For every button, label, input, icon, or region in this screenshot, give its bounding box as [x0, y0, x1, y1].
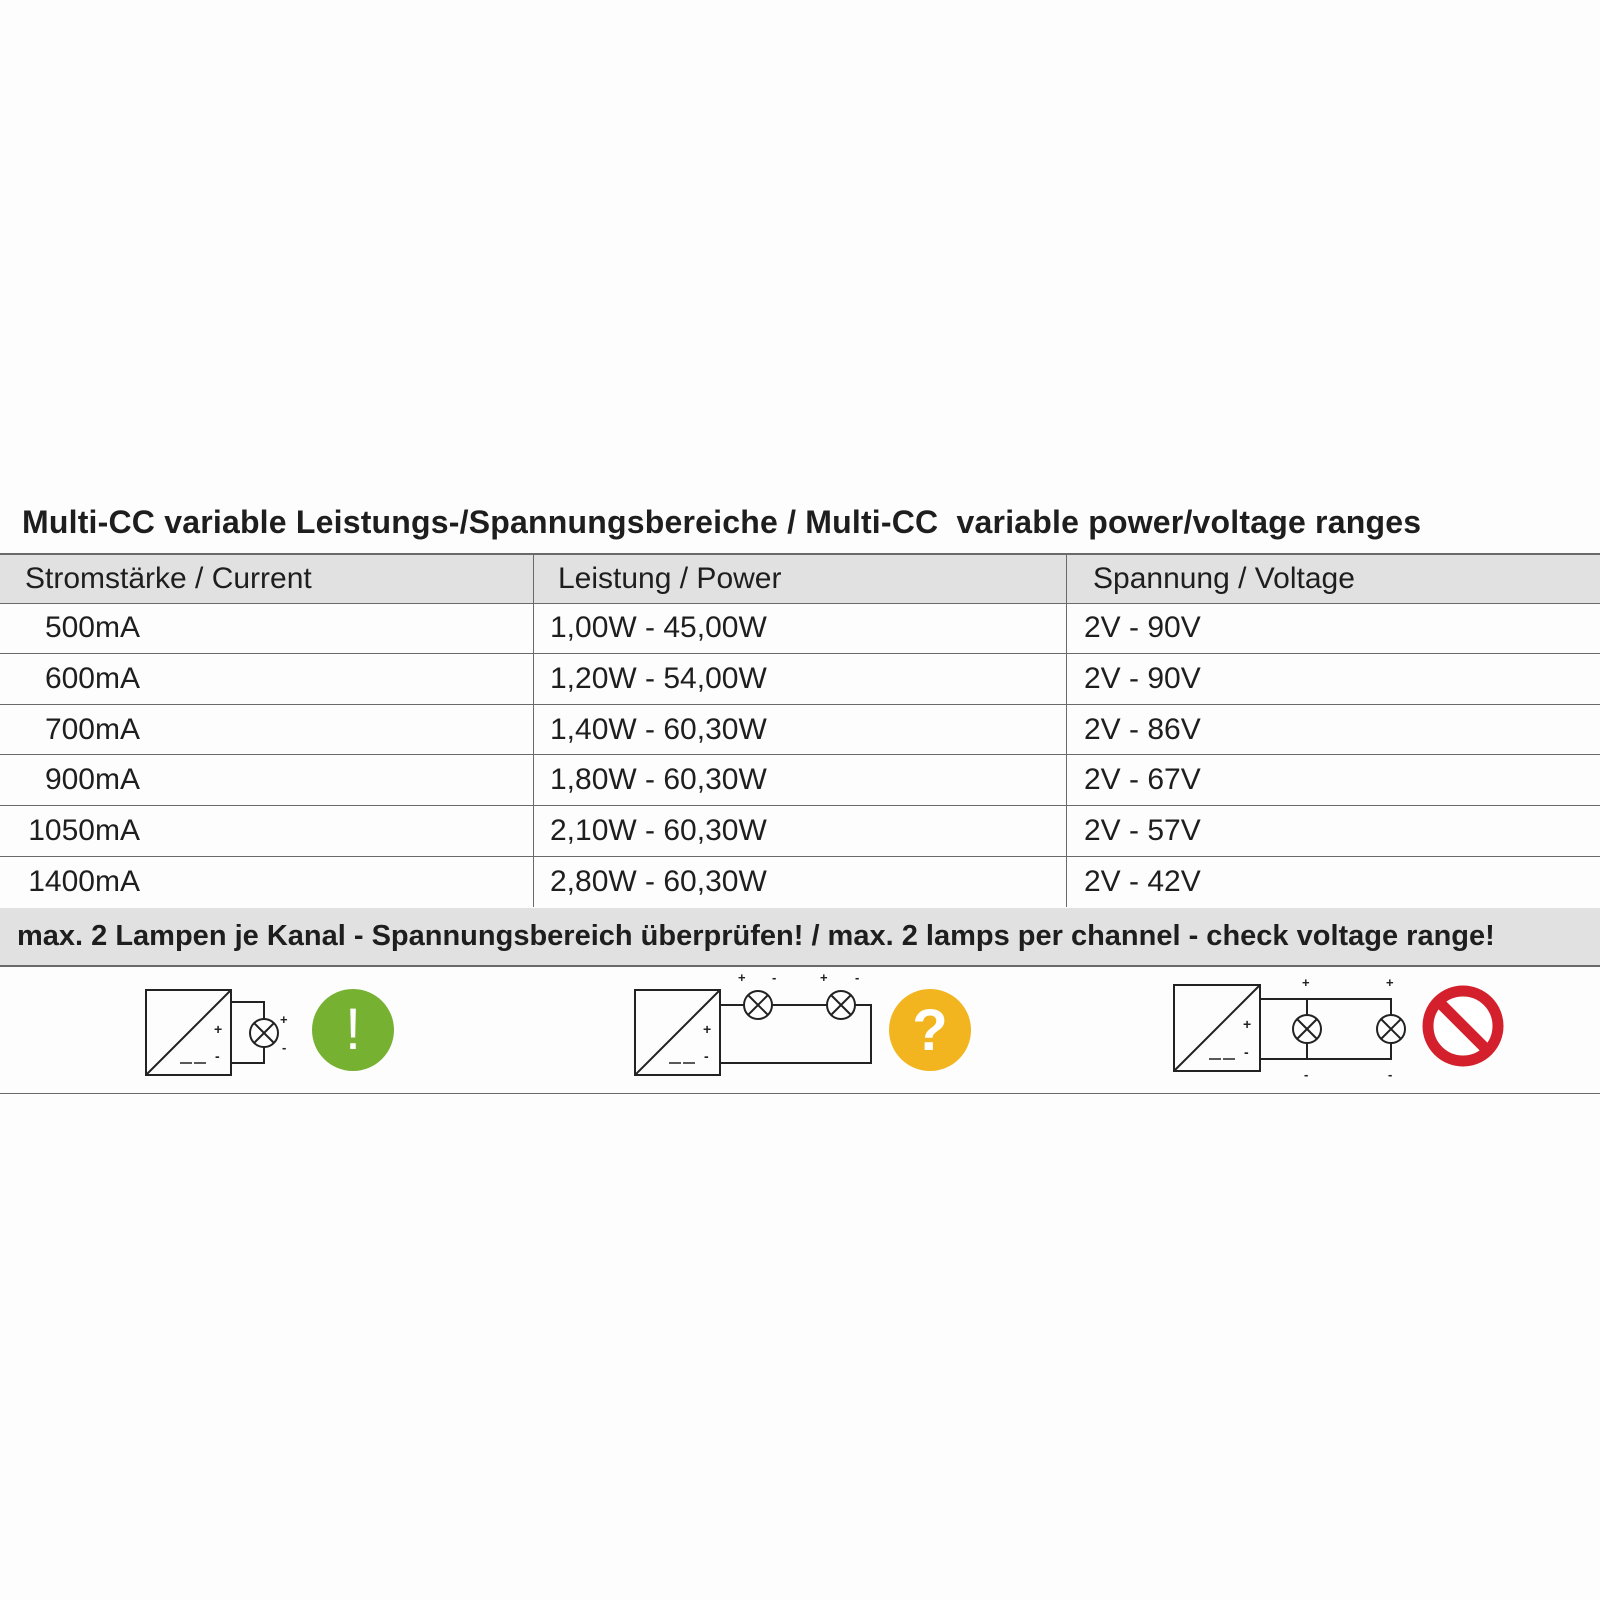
parallel-lamps-diagram: + - + + - - — [1173, 975, 1504, 1082]
question-icon: ? — [889, 989, 971, 1071]
svg-text:-: - — [704, 1048, 709, 1064]
cell-current: 1400mA — [28, 864, 140, 898]
warning-note: max. 2 Lampen je Kanal - Spannungsbereic… — [0, 908, 1600, 967]
header-voltage: Spannung / Voltage — [1066, 555, 1600, 603]
cell-current: 600mA — [44, 661, 140, 695]
single-lamp-diagram: + - + - ! — [145, 989, 394, 1076]
table-row: 1400mA 2,80W - 60,30W 2V - 42V — [0, 856, 1600, 908]
svg-text:!: ! — [345, 997, 361, 1062]
cell-power: 1,00W - 45,00W — [533, 603, 1066, 654]
table-header: Stromstärke / Current Leistung / Power S… — [0, 553, 1600, 604]
svg-text:-: - — [855, 970, 859, 985]
svg-text:-: - — [215, 1048, 220, 1064]
cell-power: 1,20W - 54,00W — [533, 654, 1066, 704]
driver-icon: + - — [145, 989, 232, 1076]
cell-current: 700mA — [44, 712, 140, 746]
lamp-icon — [1376, 1014, 1406, 1044]
cell-power: 2,80W - 60,30W — [533, 856, 1066, 908]
cell-current: 900mA — [44, 763, 140, 797]
svg-text:-: - — [1388, 1067, 1392, 1082]
svg-text:-: - — [772, 970, 776, 985]
page-title: Multi-CC variable Leistungs-/Spannungsbe… — [22, 504, 1422, 540]
table-row: 1050mA 2,10W - 60,30W 2V - 57V — [0, 805, 1600, 857]
table-row: 600mA 1,20W - 54,00W 2V - 90V — [0, 654, 1600, 705]
table-row: 500mA 1,00W - 45,00W 2V - 90V — [0, 603, 1600, 655]
lamp-icon — [249, 1018, 279, 1048]
cell-power: 2,10W - 60,30W — [533, 805, 1066, 856]
svg-text:?: ? — [912, 998, 947, 1063]
cell-current: 500mA — [44, 611, 140, 645]
header-current: Stromstärke / Current — [25, 561, 312, 595]
lamp-icon — [826, 990, 856, 1020]
driver-icon: + - — [634, 989, 721, 1076]
svg-text:-: - — [1304, 1067, 1308, 1082]
cell-voltage: 2V - 67V — [1066, 755, 1600, 805]
cell-voltage: 2V - 90V — [1066, 654, 1600, 704]
ranges-table: Stromstärke / Current Leistung / Power S… — [0, 553, 1600, 908]
table-row: 900mA 1,80W - 60,30W 2V - 67V — [0, 755, 1600, 806]
table-row: 700mA 1,40W - 60,30W 2V - 86V — [0, 704, 1600, 756]
cell-voltage: 2V - 57V — [1066, 805, 1600, 856]
header-power: Leistung / Power — [533, 555, 1066, 603]
lamp-icon — [743, 990, 773, 1020]
cell-voltage: 2V - 90V — [1066, 603, 1600, 654]
svg-text:-: - — [1244, 1044, 1249, 1060]
driver-icon: + - — [1173, 984, 1261, 1072]
prohibited-icon — [1422, 985, 1504, 1067]
cell-current: 1050mA — [28, 813, 140, 847]
svg-text:+: + — [1302, 975, 1310, 990]
svg-text:+: + — [1243, 1016, 1251, 1032]
svg-text:+: + — [738, 970, 746, 985]
cell-voltage: 2V - 86V — [1066, 704, 1600, 755]
svg-text:-: - — [282, 1040, 286, 1055]
exclamation-icon: ! — [312, 989, 394, 1071]
svg-text:+: + — [280, 1012, 288, 1027]
lamp-icon — [1292, 1014, 1322, 1044]
series-lamps-diagram: + - + - + - ? — [634, 970, 971, 1076]
cell-voltage: 2V - 42V — [1066, 856, 1600, 908]
svg-text:+: + — [820, 970, 828, 985]
svg-text:+: + — [1386, 975, 1394, 990]
cell-power: 1,80W - 60,30W — [533, 755, 1066, 805]
wiring-diagrams: + - + - ! + - + - + - — [0, 967, 1600, 1094]
svg-text:+: + — [703, 1021, 711, 1037]
cell-power: 1,40W - 60,30W — [533, 704, 1066, 755]
svg-text:+: + — [214, 1021, 222, 1037]
